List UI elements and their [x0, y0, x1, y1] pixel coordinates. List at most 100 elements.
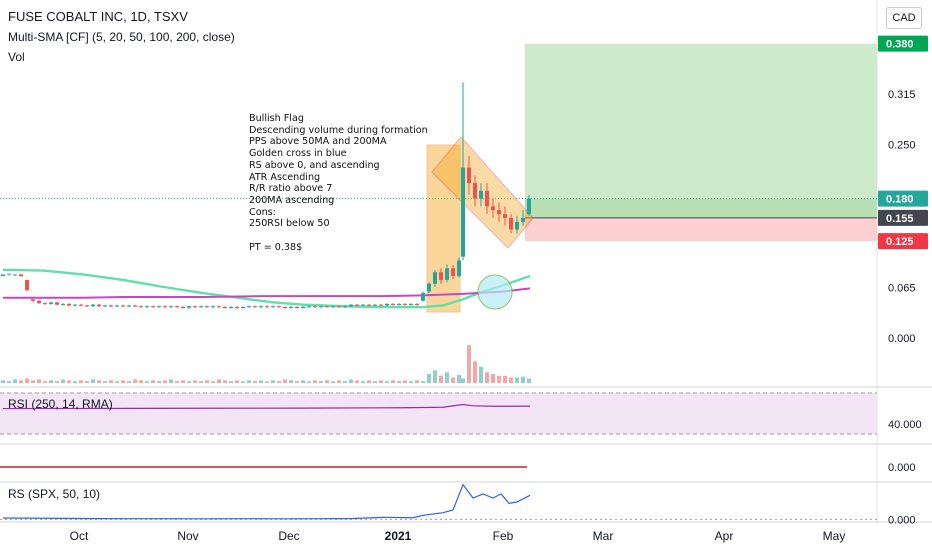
volume-bar	[295, 381, 299, 383]
candle-body	[259, 306, 263, 308]
volume-bar	[211, 381, 215, 383]
price-tag-label: 0.155	[886, 213, 914, 225]
price-tag	[878, 209, 928, 226]
volume-bar	[127, 381, 131, 383]
volume-bar	[491, 374, 495, 383]
volume-bar	[467, 345, 471, 383]
candle-body	[19, 274, 23, 277]
price-tag-label: 0.180	[886, 194, 914, 206]
candle-body	[491, 206, 495, 211]
candle-body	[31, 299, 35, 301]
volume-bar	[521, 376, 525, 383]
pane3-tick-label: 0.000	[888, 462, 916, 474]
candle-body	[157, 306, 161, 308]
volume-bar	[385, 381, 389, 383]
candle-body	[527, 198, 531, 215]
volume-bar	[73, 381, 77, 383]
volume-bar	[289, 380, 293, 383]
volume-bar	[121, 380, 125, 383]
volume-bar	[217, 379, 221, 383]
candle-body	[349, 304, 353, 307]
volume-bar	[67, 380, 71, 383]
volume-bar	[139, 380, 143, 383]
volume-bar	[485, 372, 489, 383]
candle-body	[391, 303, 395, 305]
candle-body	[319, 306, 323, 308]
volume-bar	[7, 381, 11, 383]
volume-bar	[97, 380, 101, 383]
rs-line	[2, 483, 531, 520]
candle-body	[229, 307, 233, 309]
volume-bar	[13, 379, 17, 383]
rsi-line	[2, 403, 531, 410]
candle-body	[509, 217, 513, 230]
candle-body	[61, 303, 65, 305]
volume-bar	[391, 380, 395, 383]
volume-bar	[163, 380, 167, 383]
price-tick-label: 0.315	[888, 89, 916, 101]
volume-bar	[331, 381, 335, 383]
open-profit-zone	[525, 198, 877, 218]
volume-bar	[277, 381, 281, 383]
candle-body	[355, 304, 359, 306]
volume-bar	[55, 381, 59, 383]
volume-bar	[37, 379, 41, 383]
volume-indicator-label[interactable]: Vol	[8, 50, 25, 64]
candle-body	[427, 283, 431, 292]
candle-body	[301, 307, 305, 309]
volume-bar	[433, 370, 437, 383]
volume-bar	[439, 375, 443, 383]
symbol-title: FUSE COBALT INC, 1D, TSXV	[8, 9, 188, 24]
candle-body	[247, 306, 251, 308]
candle-body	[307, 306, 311, 308]
candle-body	[439, 272, 443, 280]
time-tick-label: Feb	[493, 529, 514, 543]
trade-idea-annotation: Bullish Flag Descending volume during fo…	[249, 113, 428, 253]
price-axis-area	[877, 0, 932, 550]
candle-body	[479, 190, 483, 199]
candle-body	[145, 306, 149, 308]
candle-body	[515, 221, 519, 230]
candle-body	[169, 306, 173, 308]
rs-pane-label[interactable]: RS (SPX, 50, 10)	[8, 487, 101, 501]
candle-body	[403, 303, 407, 305]
volume-bar	[283, 379, 287, 383]
candle-body	[235, 307, 239, 309]
volume-bar	[235, 380, 239, 383]
rsi-pane-label[interactable]: RSI (250, 14, RMA)	[8, 397, 113, 411]
candle-body	[127, 305, 131, 307]
volume-bar	[307, 381, 311, 383]
candle-body	[473, 183, 477, 199]
volume-bar	[169, 379, 173, 383]
volume-bar	[91, 379, 95, 383]
volume-bar	[187, 381, 191, 383]
volume-bar	[445, 372, 449, 383]
volume-bar	[503, 375, 507, 383]
candle-body	[13, 274, 17, 276]
candle-body	[253, 306, 257, 308]
volume-bar	[1, 380, 5, 383]
candle-body	[325, 306, 329, 308]
currency-button[interactable]: CAD	[886, 7, 922, 29]
candle-body	[121, 305, 125, 307]
candle-body	[67, 303, 71, 306]
rsi-tick-label: 40.000	[888, 419, 922, 431]
candle-body	[211, 306, 215, 308]
price-tick-label: 0.250	[888, 139, 916, 151]
volume-bar	[241, 381, 245, 383]
volume-bar	[61, 379, 65, 383]
volume-bar	[193, 380, 197, 383]
candle-body	[503, 214, 507, 218]
volume-bar	[409, 381, 413, 383]
volume-bar	[85, 381, 89, 383]
volume-bar	[223, 380, 227, 383]
sma-indicator-label[interactable]: Multi-SMA [CF] (5, 20, 50, 100, 200, clo…	[8, 30, 235, 44]
candle-body	[139, 306, 143, 308]
volume-bar	[199, 381, 203, 383]
candle-body	[163, 306, 167, 308]
candle-body	[295, 307, 299, 309]
candle-body	[205, 306, 209, 308]
candle-body	[373, 304, 377, 306]
volume-bar	[355, 380, 359, 383]
